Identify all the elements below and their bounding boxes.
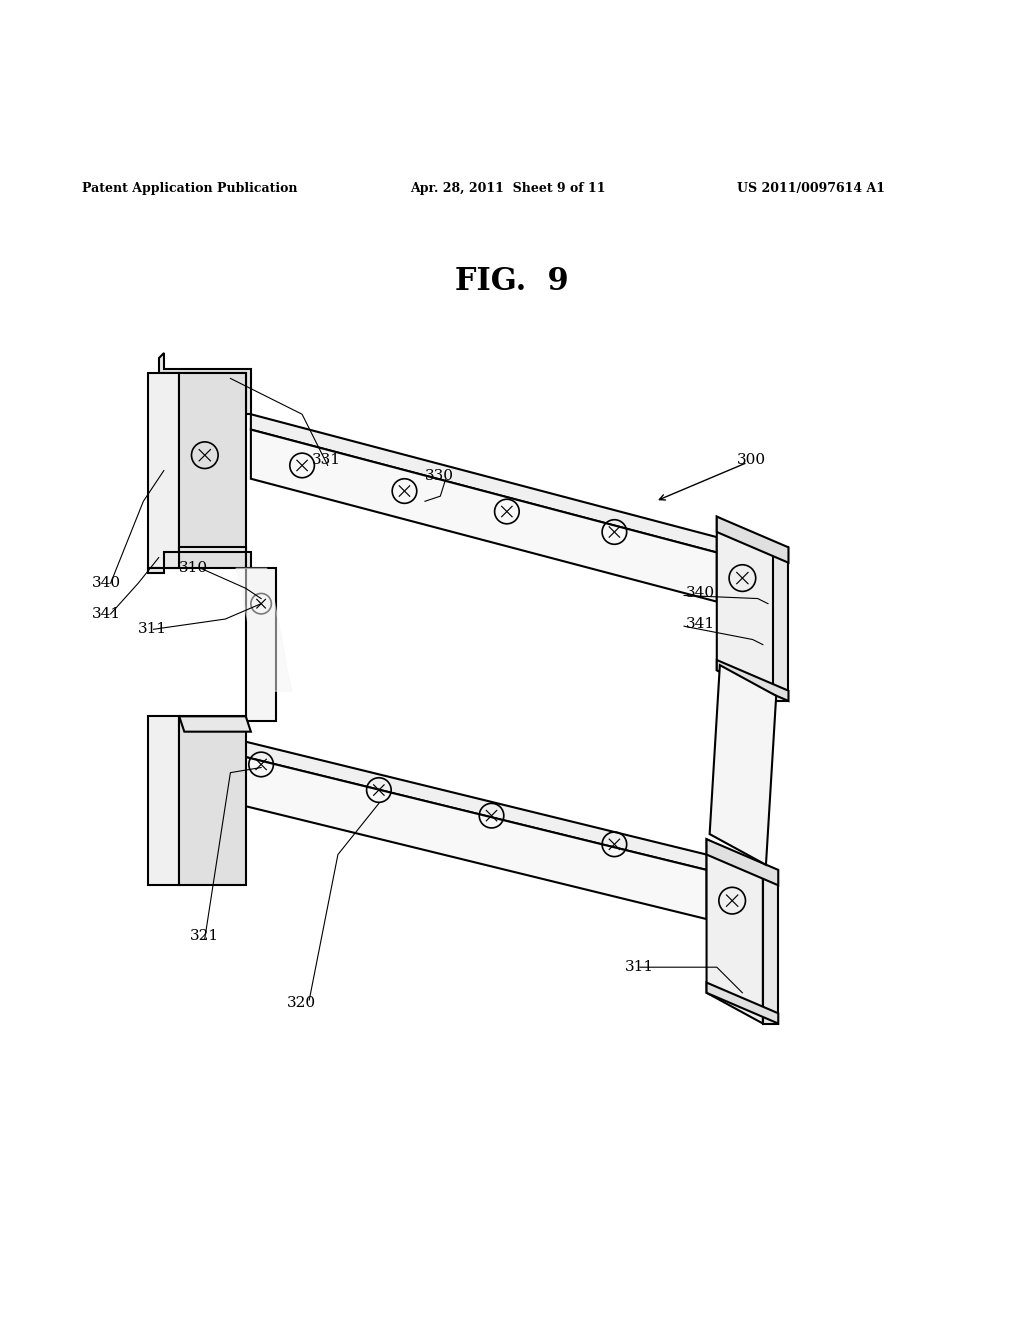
Polygon shape (251, 429, 717, 602)
Polygon shape (179, 374, 246, 568)
Polygon shape (205, 747, 707, 919)
Text: FIG.  9: FIG. 9 (456, 265, 568, 297)
Text: Apr. 28, 2011  Sheet 9 of 11: Apr. 28, 2011 Sheet 9 of 11 (410, 182, 605, 195)
Text: 311: 311 (138, 622, 167, 636)
Text: 300: 300 (737, 453, 766, 467)
Text: Patent Application Publication: Patent Application Publication (82, 182, 297, 195)
Polygon shape (205, 731, 707, 870)
Polygon shape (717, 516, 788, 562)
Polygon shape (179, 717, 251, 731)
Text: 321: 321 (189, 929, 218, 944)
Text: 340: 340 (686, 586, 715, 601)
Polygon shape (707, 840, 763, 1023)
Polygon shape (246, 568, 276, 722)
Text: 311: 311 (625, 960, 653, 974)
Text: 330: 330 (425, 469, 454, 483)
Polygon shape (773, 548, 788, 701)
Polygon shape (251, 414, 717, 553)
Polygon shape (717, 516, 773, 701)
Text: 310: 310 (179, 561, 208, 574)
Polygon shape (148, 717, 179, 886)
Polygon shape (159, 352, 251, 414)
Text: 320: 320 (287, 997, 315, 1010)
Text: 341: 341 (92, 607, 121, 620)
Text: US 2011/0097614 A1: US 2011/0097614 A1 (737, 182, 886, 195)
Polygon shape (148, 548, 251, 573)
Polygon shape (179, 717, 246, 886)
Polygon shape (707, 982, 778, 1023)
Polygon shape (763, 870, 778, 1023)
Polygon shape (717, 660, 788, 701)
Polygon shape (148, 374, 179, 568)
Polygon shape (707, 840, 778, 886)
Text: 340: 340 (92, 577, 121, 590)
Text: 331: 331 (312, 453, 341, 467)
Text: 341: 341 (686, 618, 715, 631)
Polygon shape (710, 665, 776, 865)
